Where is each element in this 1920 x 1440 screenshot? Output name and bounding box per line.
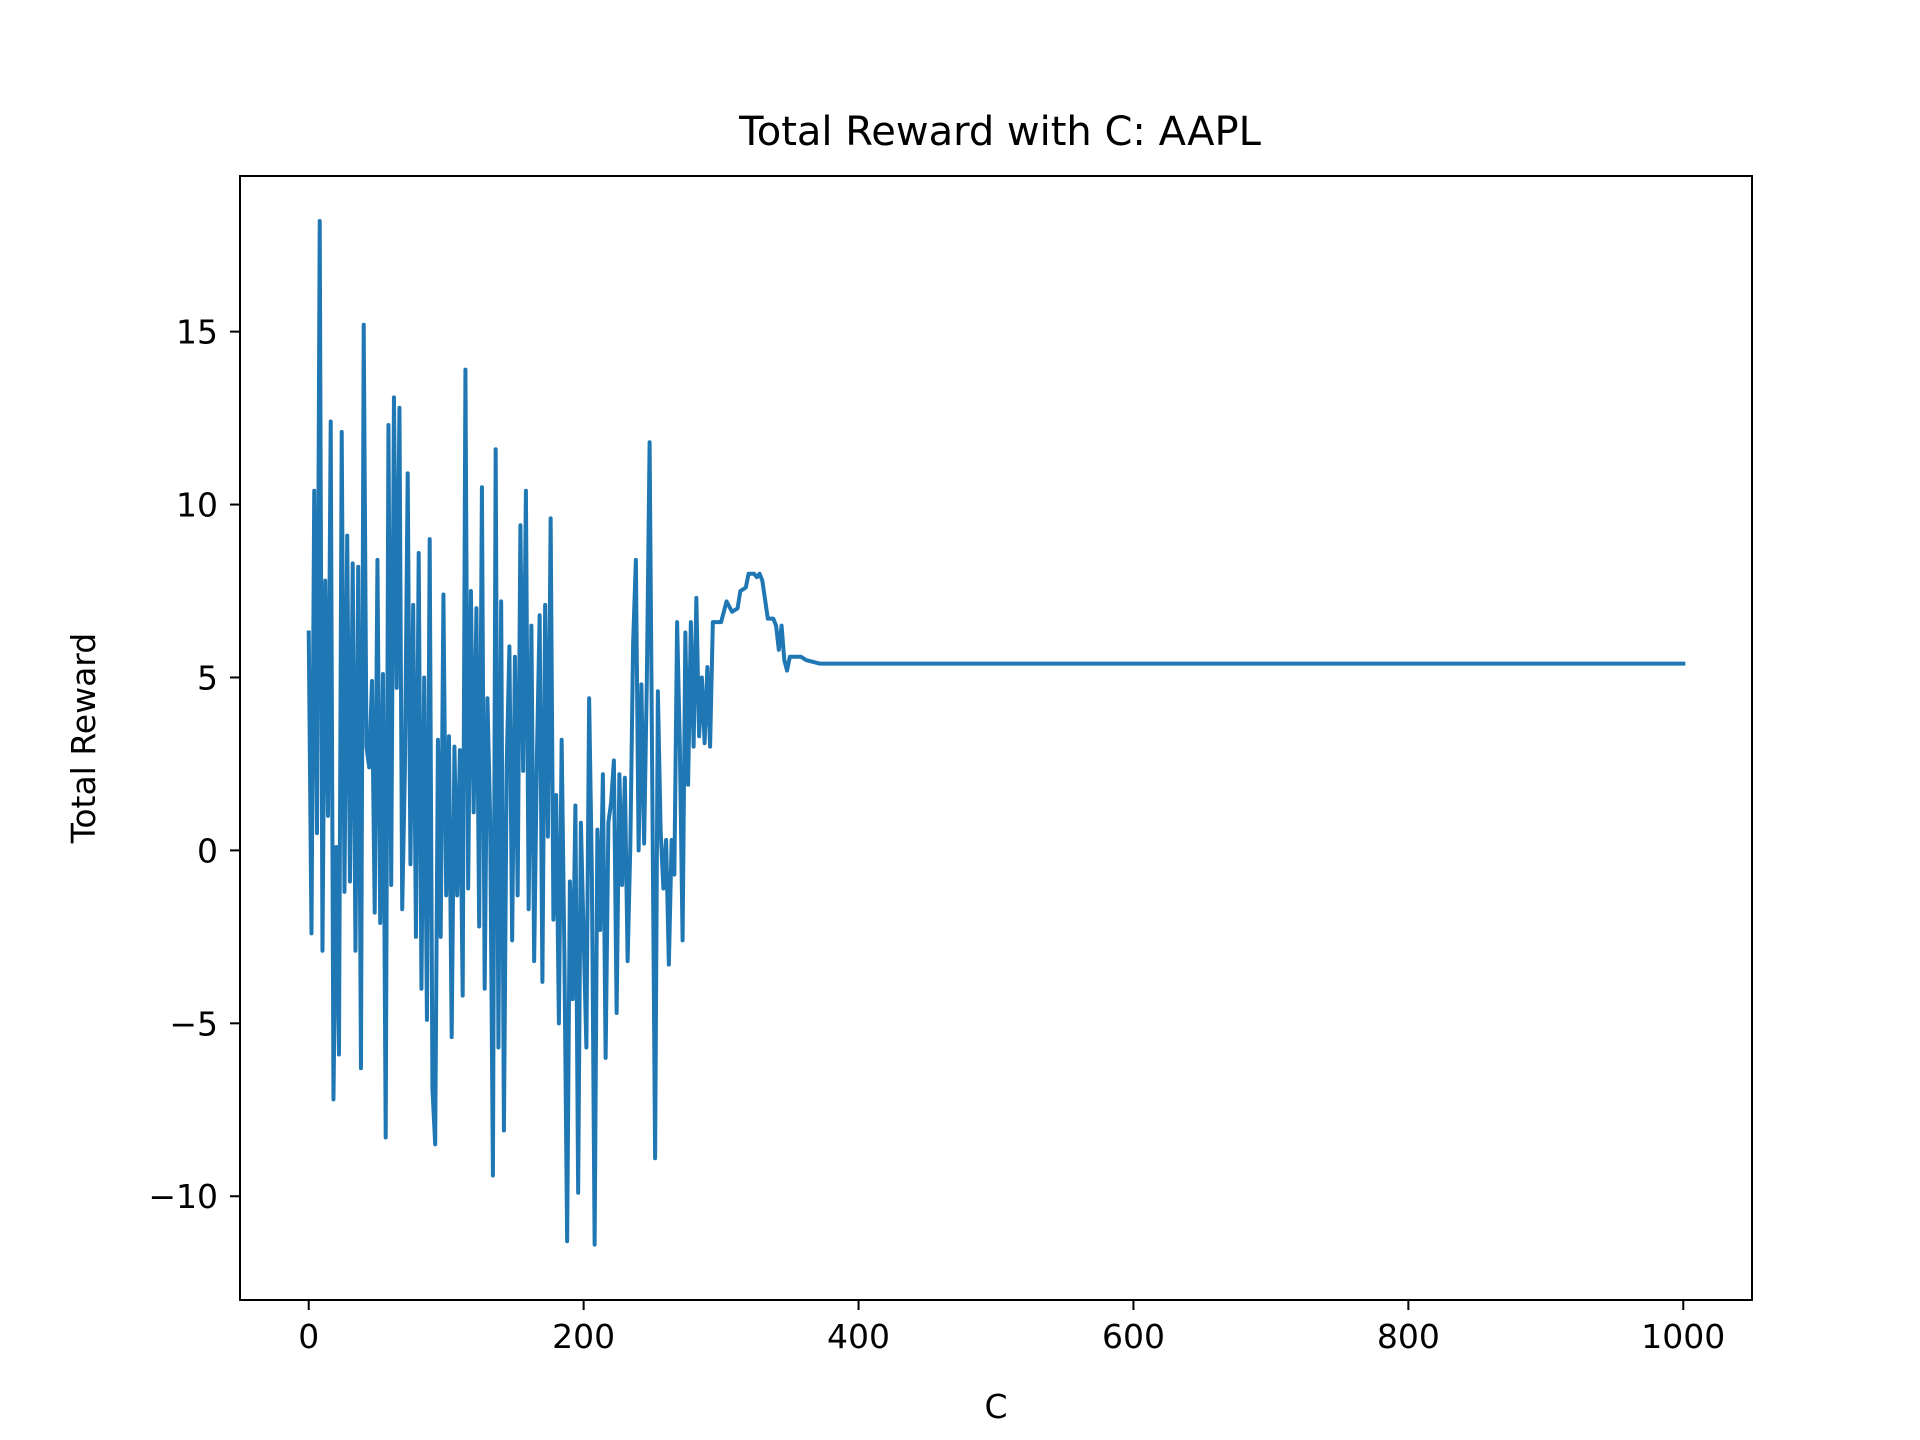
y-tick-label: 0 [197,831,218,870]
y-tick-label: −5 [169,1004,218,1043]
y-tick-label: 15 [176,313,218,352]
x-axis-title: C [984,1387,1007,1426]
x-tick-label: 200 [552,1317,615,1356]
chart-title: Total Reward with C: AAPL [738,109,1261,155]
y-axis: −10 −5 0 5 10 15 [148,313,240,1216]
x-tick-label: 600 [1102,1317,1165,1356]
y-tick-label: 10 [176,486,218,525]
x-tick-label: 0 [298,1317,319,1356]
y-tick-label: 5 [197,658,218,697]
x-axis: 0 200 400 600 800 1000 [298,1300,1725,1356]
series-line-0 [306,218,1686,1247]
x-tick-label: 400 [827,1317,890,1356]
plot-area [306,218,1686,1247]
x-tick-label: 1000 [1641,1317,1725,1356]
y-tick-label: −10 [148,1177,218,1216]
x-tick-label: 800 [1377,1317,1440,1356]
y-axis-title: Total Reward [64,633,103,844]
axes-frame [239,175,1753,1301]
